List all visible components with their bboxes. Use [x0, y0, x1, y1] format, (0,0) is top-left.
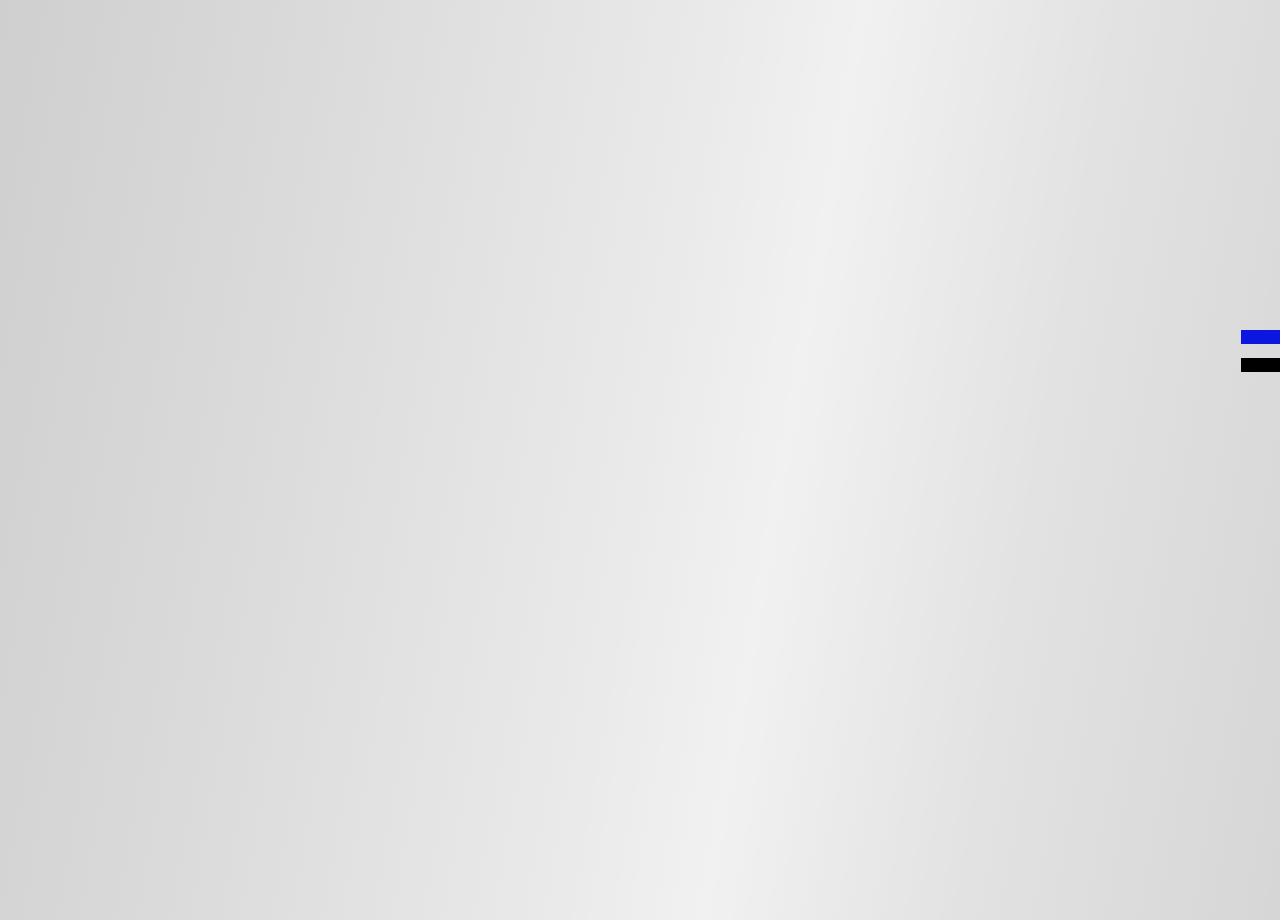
- price-axis[interactable]: [1241, 0, 1280, 920]
- time-axis[interactable]: [0, 899, 1241, 920]
- level-price-tag: [1241, 330, 1280, 344]
- current-price-tag: [1241, 358, 1280, 372]
